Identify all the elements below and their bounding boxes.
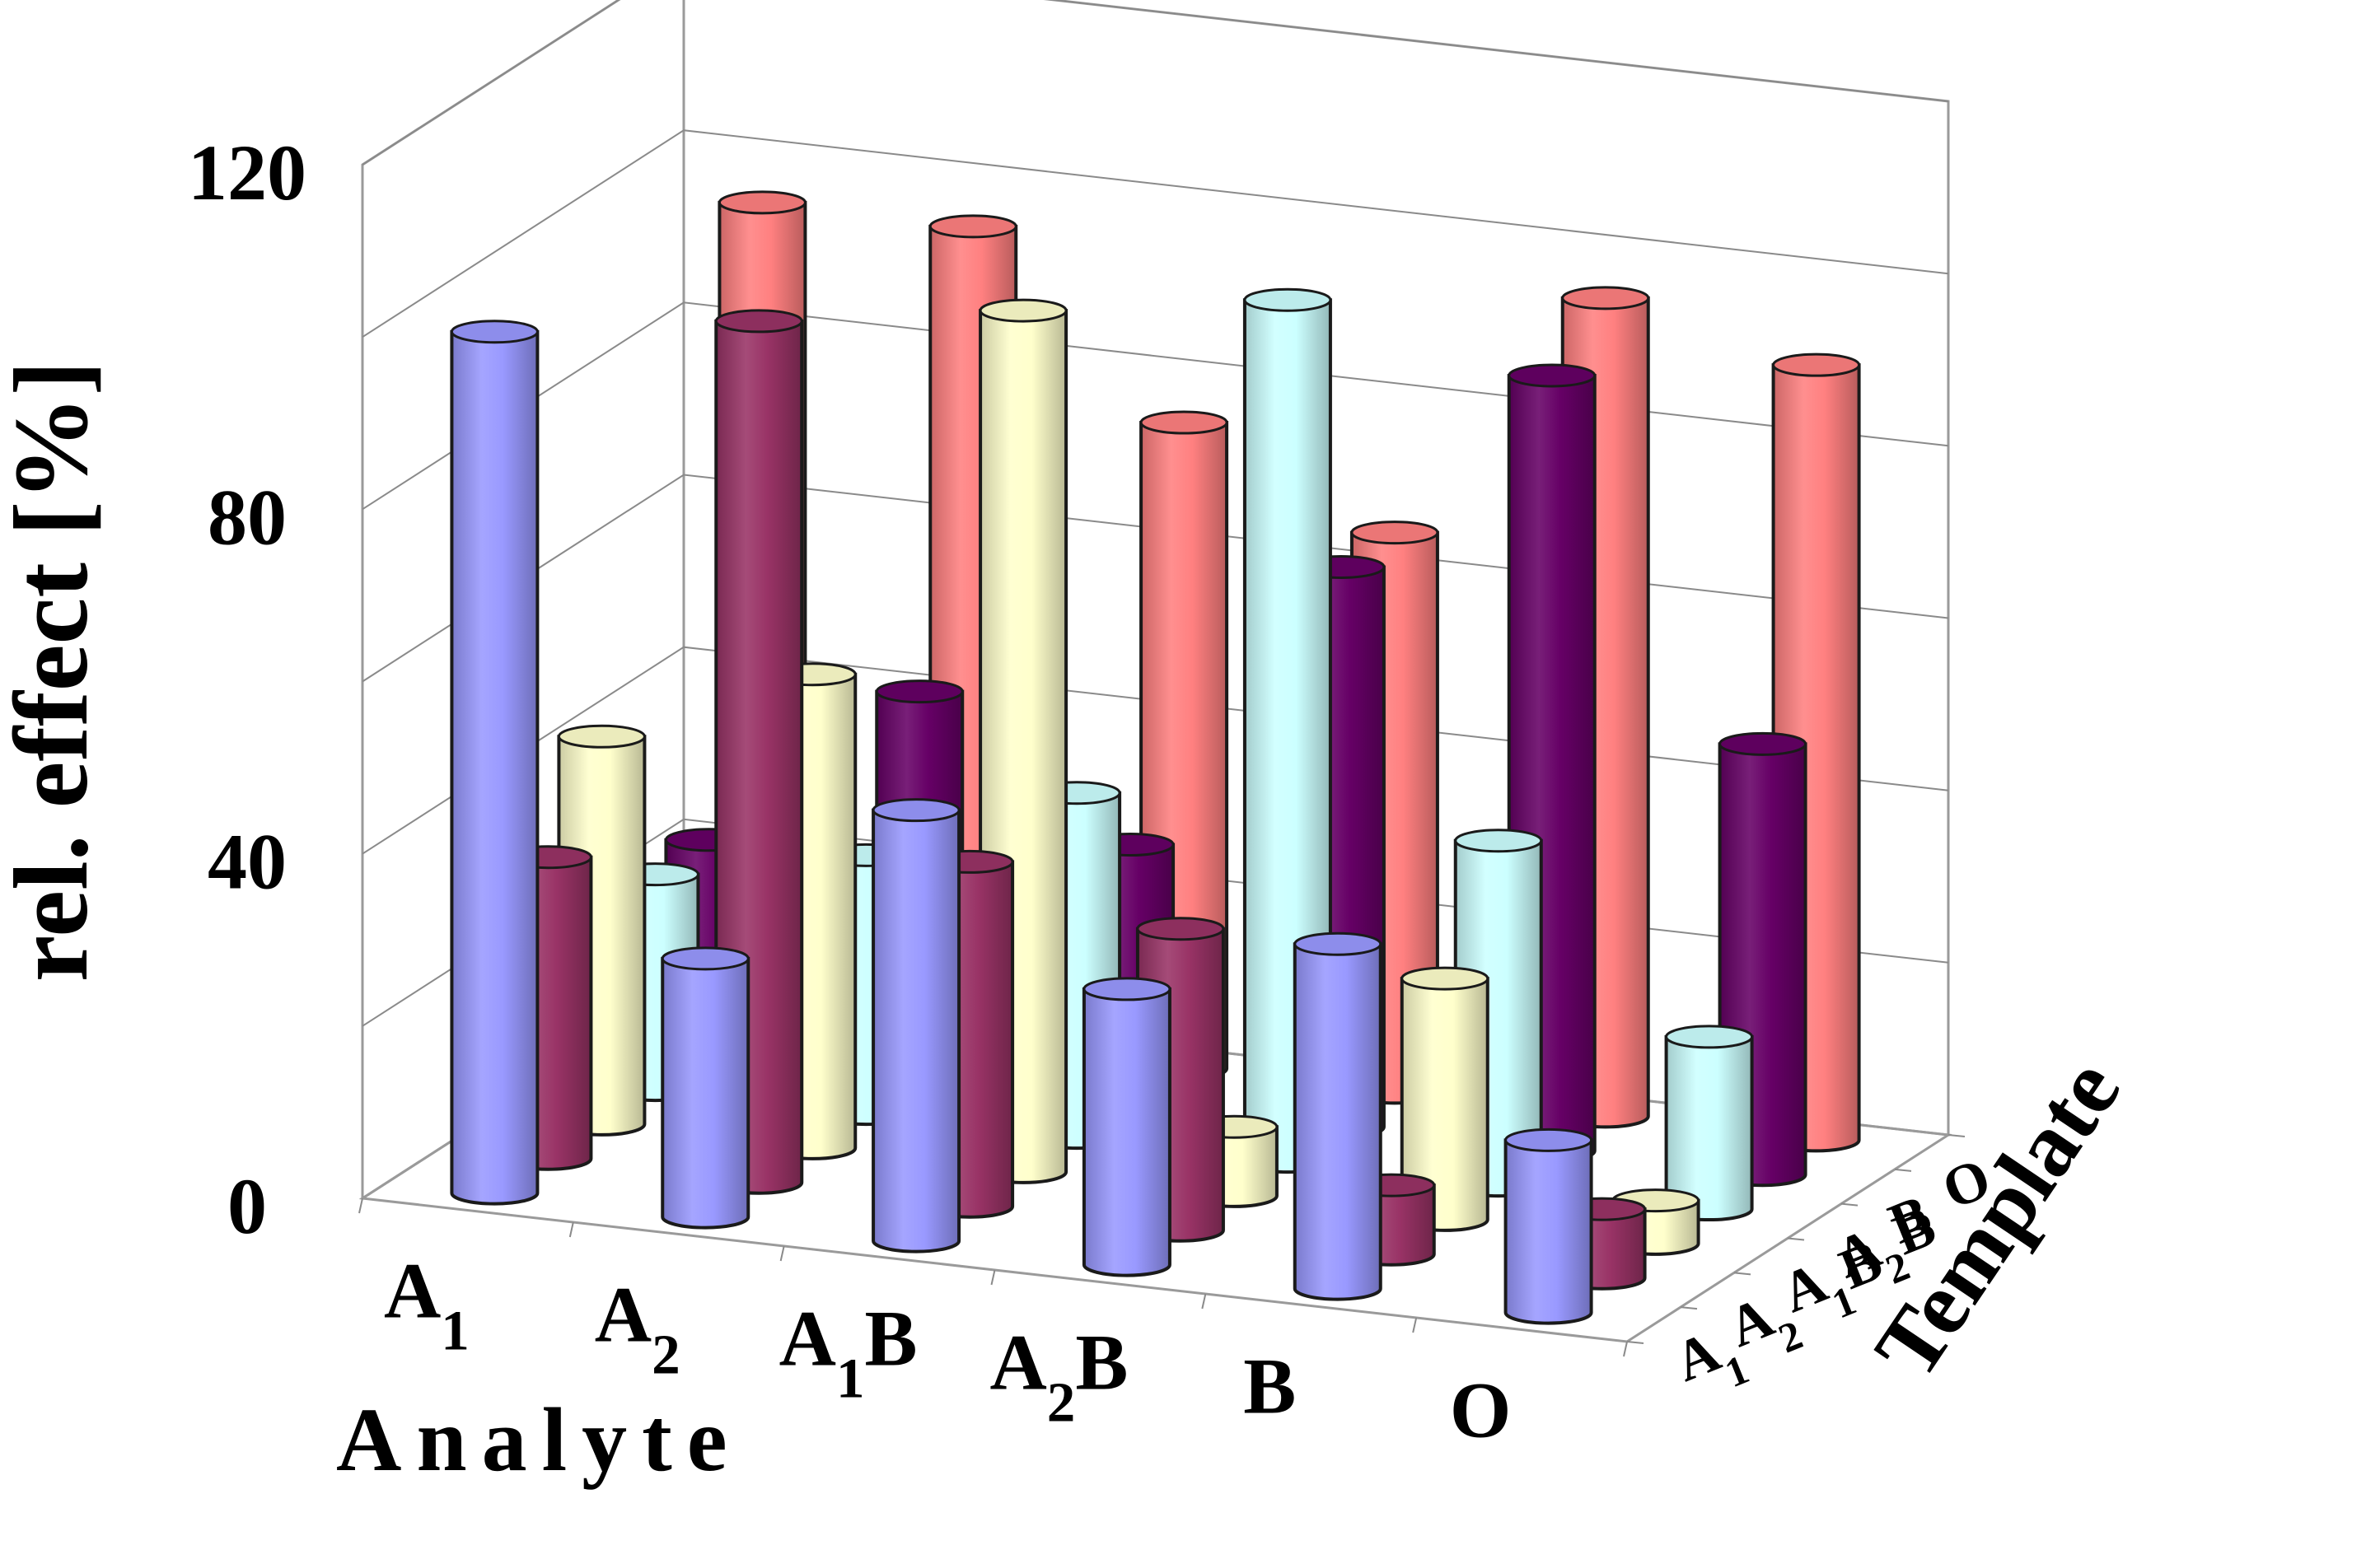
label-base: A — [779, 1295, 836, 1383]
x-tick-label: A2B — [989, 1319, 1128, 1434]
x-tick-label: B — [1243, 1342, 1296, 1431]
bar-body — [1503, 1138, 1593, 1325]
x-tick — [568, 1221, 574, 1238]
z-tick — [1626, 1341, 1644, 1344]
bar-top — [557, 724, 646, 749]
bar-body — [1293, 942, 1382, 1301]
y-tick-label: 40 — [208, 818, 287, 906]
x-tick-label: A1B — [779, 1295, 918, 1410]
label-tail: B — [1075, 1319, 1128, 1407]
bar-A1-4 — [1293, 931, 1382, 1301]
bar-top — [1561, 286, 1650, 310]
bar-A1-2 — [872, 798, 961, 1254]
bar-top — [1243, 287, 1332, 312]
bar-top — [1718, 731, 1807, 756]
x-axis-title: Analyte — [336, 1389, 742, 1490]
bar-body — [1082, 987, 1171, 1277]
bar-top — [1350, 521, 1439, 545]
bar-body — [872, 808, 961, 1254]
z-tick-label: A2 — [1720, 1277, 1809, 1377]
label-base: A — [595, 1271, 652, 1359]
y-tick-label: 120 — [188, 128, 306, 217]
bar-A1-5 — [1503, 1127, 1593, 1325]
bar-top — [718, 190, 807, 215]
z-tick — [1947, 1134, 1966, 1137]
label-tail: B — [865, 1295, 918, 1383]
bar-A2B-5 — [1664, 1025, 1754, 1222]
x-tick-label: A2 — [595, 1271, 680, 1386]
bar-top — [1139, 410, 1228, 435]
x-tick — [990, 1269, 996, 1286]
z-tick — [1787, 1237, 1805, 1241]
bar-top — [1293, 931, 1382, 956]
bar-top — [1665, 1025, 1754, 1049]
x-tick — [358, 1198, 363, 1214]
bar-top — [1504, 1127, 1593, 1152]
gridline — [362, 129, 1949, 338]
bar-top — [872, 798, 961, 823]
bar-top — [661, 946, 750, 971]
label-subscript: 2 — [652, 1322, 680, 1385]
x-tick-label: O — [1450, 1366, 1512, 1454]
bar-top — [1136, 917, 1225, 941]
x-tick — [1623, 1341, 1628, 1357]
bar-A1-1 — [661, 946, 750, 1230]
z-tick — [1680, 1306, 1698, 1310]
bar-top — [1400, 966, 1489, 991]
bar-A1-0 — [450, 320, 540, 1206]
bar-top — [1082, 977, 1171, 1001]
x-tick — [1201, 1293, 1207, 1310]
y-tick-label: 80 — [208, 473, 287, 561]
z-tick — [1840, 1202, 1859, 1207]
z-tick — [1894, 1168, 1912, 1172]
label-base: A — [384, 1247, 441, 1335]
bar-top — [1772, 352, 1861, 377]
bar-layer — [450, 190, 1861, 1325]
bar-top — [1508, 363, 1597, 388]
bar-top — [1454, 829, 1543, 853]
bar-top — [928, 214, 1017, 239]
bar-A1-3 — [1082, 977, 1171, 1277]
bar-body — [661, 956, 750, 1230]
bar-top — [450, 320, 539, 344]
label-subscript: 2 — [1047, 1370, 1076, 1433]
x-tick — [779, 1245, 785, 1262]
label-base: B — [1243, 1342, 1296, 1431]
label-base: O — [1450, 1366, 1512, 1454]
gridline — [362, 0, 1949, 166]
y-tick-label: 0 — [227, 1162, 267, 1250]
bar-top — [875, 679, 964, 704]
bar-top — [714, 309, 803, 334]
x-tick-label: A1 — [384, 1247, 470, 1362]
label-subscript: 1 — [836, 1346, 865, 1409]
z-tick — [1733, 1272, 1751, 1276]
label-subscript: 1 — [441, 1298, 470, 1361]
bar-top — [979, 298, 1068, 323]
label-base: A — [989, 1319, 1046, 1407]
bar-body — [450, 329, 540, 1206]
x-tick — [1412, 1317, 1418, 1333]
y-axis-title: rel. effect [%] — [0, 361, 110, 982]
